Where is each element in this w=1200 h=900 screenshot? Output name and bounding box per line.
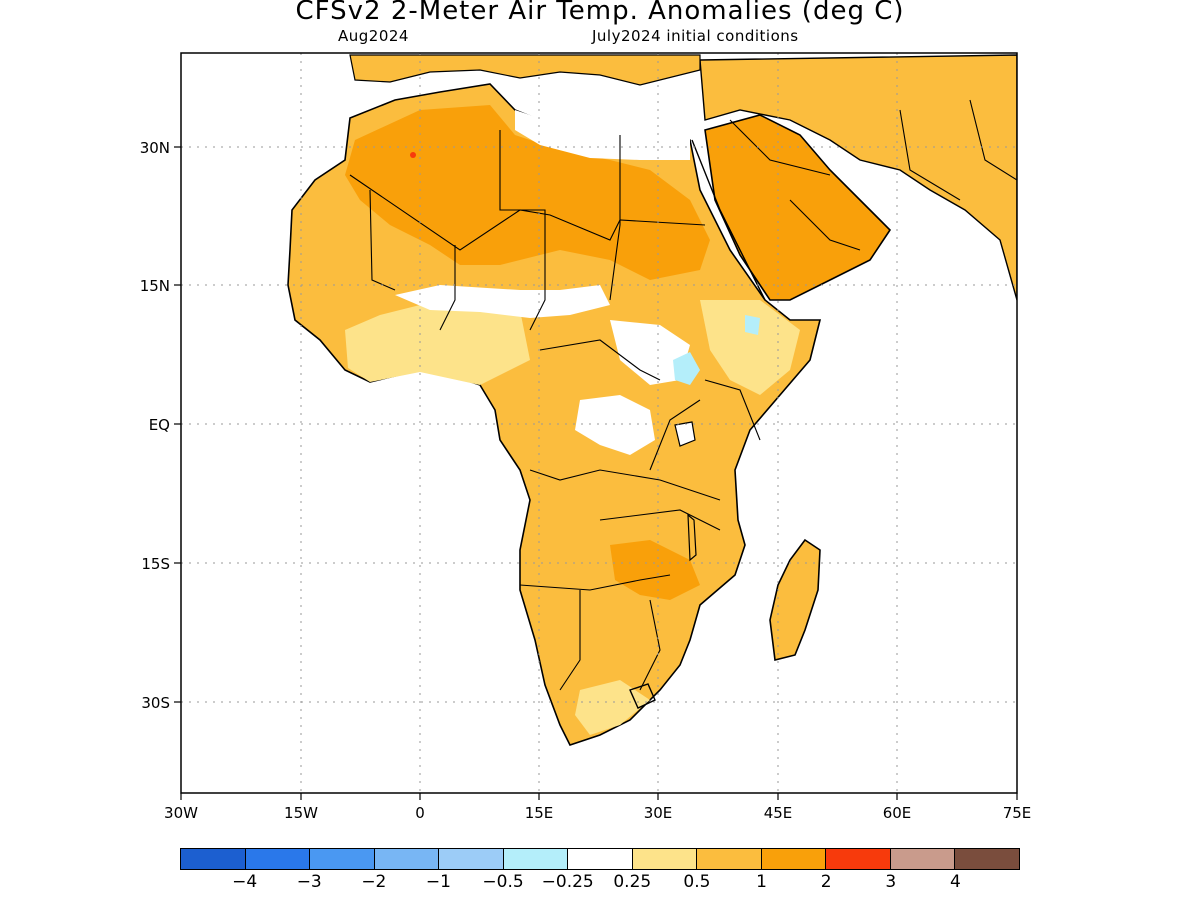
madagascar (769, 538, 821, 661)
legend-label: −0.25 (541, 872, 594, 892)
east-africa-mild (700, 300, 800, 395)
land-anomaly-fill (287, 54, 1017, 746)
lon-axis-labels: 30W 15W 0 15E 30E 45E 60E 75E (164, 804, 1031, 822)
asia-landmass (699, 54, 1017, 301)
legend-label: −0.5 (482, 872, 524, 892)
lake-malawi (687, 513, 697, 562)
lat-axis-labels: 30N 15N EQ 15S 30S (140, 139, 170, 712)
europe-landmass (349, 54, 701, 86)
legend-swatch (568, 849, 633, 869)
legend-swatch (374, 849, 440, 869)
legend-swatch (439, 849, 504, 869)
legend-swatch (310, 849, 375, 869)
legend-label: −3 (296, 872, 322, 892)
legend-swatch (761, 849, 827, 869)
lon-label: 30W (164, 804, 198, 822)
legend-label: −4 (232, 872, 258, 892)
lat-label: 30S (141, 694, 170, 712)
lon-label: 15W (284, 804, 318, 822)
lon-label: 60E (883, 804, 912, 822)
legend-swatch (245, 849, 311, 869)
lat-label: 15S (141, 555, 170, 573)
legend-swatch (503, 849, 569, 869)
legend-label: 0.5 (683, 872, 711, 892)
map-frame (180, 52, 1018, 794)
algeria-hot-spot (410, 152, 416, 158)
map-title: CFSv2 2-Meter Air Temp. Anomalies (deg C… (295, 0, 905, 26)
forecast-month: Aug2024 (338, 27, 409, 45)
lon-label: 15E (525, 804, 554, 822)
lon-label: 75E (1003, 804, 1032, 822)
southern-africa-warm (610, 540, 700, 600)
lat-label: 15N (140, 277, 170, 295)
legend-swatch (826, 849, 891, 869)
sahel-near-normal (395, 285, 610, 318)
legend-label: 1 (756, 872, 767, 892)
lon-label: 30E (644, 804, 673, 822)
horn-cool-anomaly (745, 315, 760, 335)
legend-labels: −4 −3 −2 −1 −0.5 −0.25 0.25 0.5 1 2 3 4 (0, 872, 1200, 896)
legend-swatch (697, 849, 762, 869)
legend-label: −1 (425, 872, 451, 892)
legend-label: 4 (949, 872, 961, 892)
legend-swatch (181, 849, 246, 869)
lon-label: 45E (764, 804, 793, 822)
color-legend (180, 848, 1020, 870)
country-borders (349, 99, 1017, 691)
gridlines (181, 53, 1017, 793)
legend-label: 3 (885, 872, 897, 892)
axis-ticks (174, 146, 1018, 800)
sudan-near-normal (610, 320, 690, 385)
lat-label: 30N (140, 139, 170, 157)
legend-swatch (632, 849, 698, 869)
legend-label: 2 (820, 872, 832, 892)
east-africa-cool-anomaly (673, 352, 700, 385)
west-africa-mild (345, 300, 530, 385)
lon-label: 0 (415, 804, 425, 822)
legend-swatch (955, 849, 1019, 869)
lat-label: EQ (149, 416, 170, 434)
lesotho (629, 683, 656, 709)
legend-label: 0.25 (613, 872, 652, 892)
legend-label: −2 (361, 872, 387, 892)
central-africa-near-normal (575, 395, 655, 455)
legend-swatch (890, 849, 956, 869)
initial-conditions: July2024 initial conditions (592, 27, 799, 45)
lake-victoria (674, 421, 696, 447)
